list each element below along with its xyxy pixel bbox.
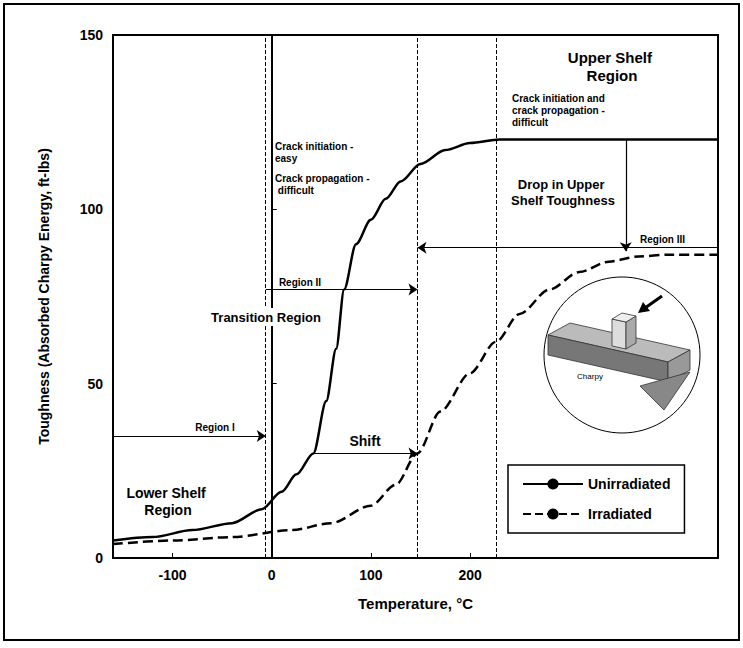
- svg-text:200: 200: [458, 567, 482, 583]
- svg-text:Upper Shelf: Upper Shelf: [568, 49, 656, 66]
- svg-text:Unirradiated: Unirradiated: [588, 476, 670, 492]
- svg-text:Region III: Region III: [640, 234, 685, 245]
- svg-text:100: 100: [359, 567, 383, 583]
- svg-text:Region: Region: [144, 502, 191, 518]
- svg-text:Region II: Region II: [279, 277, 321, 288]
- svg-text:Crack propagation -: Crack propagation -: [275, 173, 369, 184]
- svg-text:0: 0: [268, 567, 276, 583]
- svg-text:Toughness (Absorbed Charpy Ene: Toughness (Absorbed Charpy Energy, ft-lb…: [36, 148, 52, 445]
- svg-text:50: 50: [87, 376, 103, 392]
- svg-text:Crack initiation and: Crack initiation and: [512, 93, 608, 104]
- svg-text:Irradiated: Irradiated: [588, 506, 652, 522]
- svg-text:easy: easy: [275, 153, 298, 164]
- svg-text:difficult: difficult: [275, 185, 315, 196]
- svg-text:crack propagation -: crack propagation -: [512, 105, 608, 116]
- svg-text:Temperature, °C: Temperature, °C: [358, 595, 473, 612]
- svg-text:Transition Region: Transition Region: [211, 310, 321, 325]
- svg-text:150: 150: [80, 27, 104, 43]
- svg-text:Region: Region: [587, 67, 638, 84]
- svg-text:Crack initiation -: Crack initiation -: [275, 141, 356, 152]
- svg-text:difficult: difficult: [512, 117, 549, 128]
- svg-text:Shift: Shift: [349, 433, 380, 449]
- svg-text:-100: -100: [158, 567, 186, 583]
- svg-text:Region I: Region I: [195, 422, 235, 433]
- svg-text:Lower Shelf: Lower Shelf: [126, 485, 209, 501]
- svg-text:Charpy: Charpy: [577, 372, 603, 381]
- svg-text:Drop in Upper: Drop in Upper: [518, 177, 608, 192]
- svg-text:Shelf Toughness: Shelf Toughness: [511, 193, 615, 208]
- svg-text:0: 0: [95, 550, 103, 566]
- svg-text:100: 100: [80, 201, 104, 217]
